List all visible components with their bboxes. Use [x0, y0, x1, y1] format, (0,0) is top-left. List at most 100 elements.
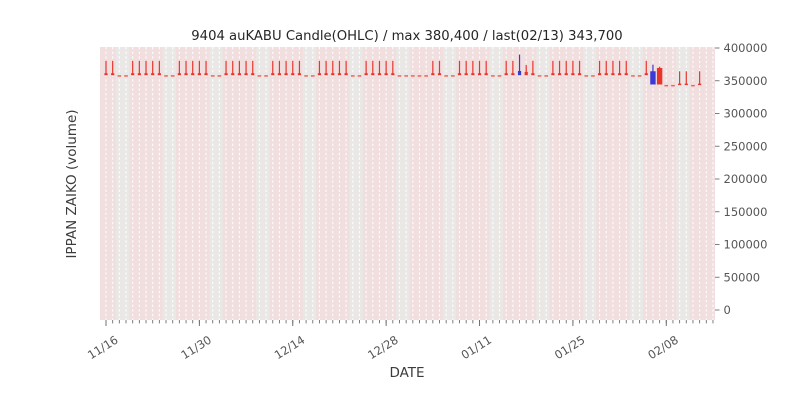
chart-title: 9404 auKABU Candle(OHLC) / max 380,400 /… — [191, 29, 622, 44]
candle-body — [131, 73, 135, 76]
weekend-band — [629, 47, 637, 320]
weekend-band — [122, 47, 130, 320]
candle-body — [317, 73, 322, 76]
candle-body — [210, 75, 215, 77]
candle-body — [177, 73, 181, 76]
x-tick-label: 02/08 — [645, 333, 681, 362]
weekend-band — [162, 47, 170, 320]
candle-body — [604, 73, 608, 76]
weekend-band — [489, 47, 497, 320]
candle-body — [504, 73, 508, 76]
candle-body — [464, 73, 468, 76]
candle-body — [324, 73, 328, 76]
weekend-band — [356, 47, 363, 320]
candle-body — [664, 84, 669, 87]
candle-body — [331, 73, 335, 76]
candle-body — [144, 73, 148, 76]
candle-body — [291, 73, 295, 76]
candle-body — [231, 73, 235, 76]
y-tick-label: 100000 — [724, 238, 768, 252]
candle-body — [391, 73, 395, 76]
weekend-band — [676, 47, 683, 320]
candle-body — [624, 73, 628, 76]
candle-body — [344, 73, 348, 76]
candle-body — [337, 73, 342, 76]
candle-body — [170, 75, 175, 77]
candle-body — [204, 73, 208, 76]
candle-body — [678, 83, 682, 86]
candle-body — [184, 73, 188, 76]
x-tick-label: 01/25 — [552, 333, 588, 362]
weekend-band — [442, 47, 450, 320]
candle-body — [611, 73, 615, 76]
candle-body — [104, 73, 108, 76]
candle-body — [271, 73, 275, 76]
candle-body — [371, 73, 375, 76]
candle-body — [451, 75, 455, 77]
weekend-band — [589, 47, 597, 320]
weekend-band — [582, 47, 590, 320]
candle-body — [537, 75, 542, 77]
candle-body — [617, 73, 622, 76]
candle-body — [497, 75, 502, 77]
weekend-band — [169, 47, 177, 320]
weekend-band — [402, 47, 410, 320]
candle-body — [117, 75, 122, 77]
candle-body — [584, 75, 589, 77]
candle-body — [691, 84, 695, 87]
day-gridlines — [105, 47, 714, 320]
weekend-band — [536, 47, 543, 320]
candle-body — [357, 75, 362, 77]
weekend-band — [496, 47, 503, 320]
candle-body — [111, 73, 115, 76]
candle-body — [671, 84, 675, 87]
x-axis: 11/16 11/30 12/14 12/28 01/11 01/25 02/08 — [85, 320, 714, 362]
y-tick-label: 350000 — [724, 74, 768, 88]
candle-body — [524, 71, 528, 76]
y-axis: 0 50000 100000 150000 200000 250000 300000 3500… — [715, 41, 767, 317]
candle-body — [457, 73, 462, 76]
candle-body — [557, 73, 562, 76]
y-tick-label: 400000 — [724, 41, 768, 55]
candle-body — [377, 73, 382, 76]
candle-body — [491, 75, 495, 77]
weekend-band — [209, 47, 217, 320]
candle-body — [297, 73, 302, 76]
weekend-band — [256, 47, 263, 320]
candle-body — [384, 73, 388, 76]
candle-body — [631, 75, 635, 77]
candle-body — [597, 73, 602, 76]
candle-body — [477, 73, 482, 76]
candle-body — [424, 75, 428, 77]
candle-body — [544, 75, 549, 77]
weekend-band — [396, 47, 403, 320]
candle-body — [437, 73, 442, 76]
candle-body — [417, 75, 422, 77]
candle-body — [404, 75, 408, 77]
candles — [104, 54, 702, 87]
weekend-bands — [116, 47, 690, 320]
candle-body — [124, 75, 128, 77]
candle-body — [151, 73, 155, 76]
weekend-band — [682, 47, 690, 320]
y-tick-label: 0 — [724, 303, 731, 317]
candle-body — [137, 73, 141, 76]
candle-body — [577, 73, 582, 76]
y-tick-label: 250000 — [724, 139, 768, 153]
weekend-band — [542, 47, 550, 320]
weekend-band — [302, 47, 310, 320]
y-tick-label: 300000 — [724, 107, 768, 121]
candle-body — [511, 73, 515, 76]
y-tick-label: 150000 — [724, 205, 768, 219]
candle-body — [564, 73, 568, 76]
y-tick-label: 50000 — [724, 270, 761, 284]
candle-body — [164, 75, 168, 77]
candle-body — [656, 67, 663, 85]
candle-body — [684, 83, 688, 86]
candle-body — [517, 70, 522, 76]
x-tick-label: 11/16 — [85, 333, 121, 362]
x-axis-label: DATE — [389, 365, 424, 381]
weekend-band — [116, 47, 123, 320]
candle-body — [397, 75, 402, 77]
